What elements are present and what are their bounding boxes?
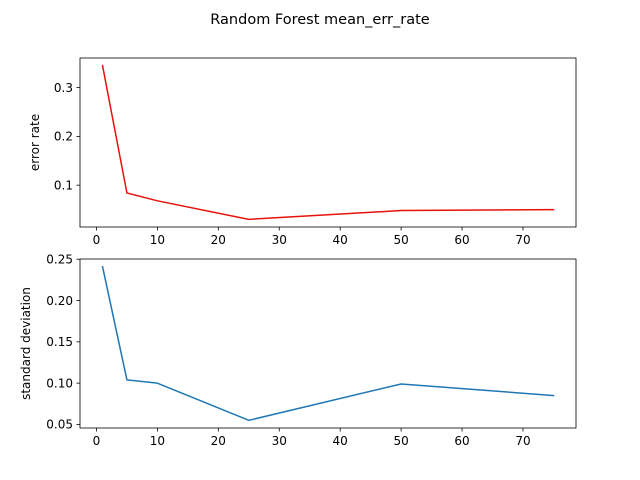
x-tick-label-0-0: 0 — [93, 233, 101, 247]
y-tick-label-1-4: 0.25 — [46, 253, 73, 267]
x-tick-label-0-5: 50 — [393, 233, 408, 247]
x-tick-label-1-4: 40 — [333, 434, 348, 448]
x-tick-label-0-2: 20 — [211, 233, 226, 247]
x-tick-label-0-3: 30 — [272, 233, 287, 247]
x-tick-label-1-0: 0 — [93, 434, 101, 448]
x-tick-label-1-2: 20 — [211, 434, 226, 448]
series-line-1-0 — [101, 265, 555, 422]
standard-deviation-plot: 0 10 20 30 40 50 60 70 0.05 0.10 0.15 0.20 0.25 stand… — [19, 253, 577, 448]
x-tick-label-1-1: 10 — [150, 434, 165, 448]
x-tick-label-0-1: 10 — [150, 233, 165, 247]
error-rate-plot: 0 10 20 30 40 50 60 70 0.1 0.2 0.3 error rate — [28, 57, 577, 247]
y-tick-label-0-0: 0.1 — [54, 178, 73, 192]
x-tick-label-1-3: 30 — [272, 434, 287, 448]
y-tick-label-1-0: 0.05 — [46, 418, 73, 432]
y-tick-label-1-2: 0.15 — [46, 335, 73, 349]
y-axis-label-1: standard deviation — [19, 287, 33, 400]
y-tick-label-0-1: 0.2 — [54, 130, 73, 144]
y-tick-label-1-3: 0.20 — [46, 294, 73, 308]
series-line-0-0 — [101, 64, 555, 221]
axes-frame-1 — [79, 258, 577, 429]
x-tick-label-1-7: 70 — [515, 434, 530, 448]
x-tick-label-1-5: 50 — [393, 434, 408, 448]
x-tick-label-1-6: 60 — [454, 434, 469, 448]
axes-frame-0 — [79, 57, 577, 228]
figure-title: Random Forest mean_err_rate — [210, 12, 429, 28]
x-tick-label-0-4: 40 — [333, 233, 348, 247]
y-tick-label-0-2: 0.3 — [54, 81, 73, 95]
x-tick-label-0-7: 70 — [515, 233, 530, 247]
y-tick-label-1-1: 0.10 — [46, 376, 73, 390]
y-axis-label-0: error rate — [28, 114, 42, 171]
x-tick-label-0-6: 60 — [454, 233, 469, 247]
